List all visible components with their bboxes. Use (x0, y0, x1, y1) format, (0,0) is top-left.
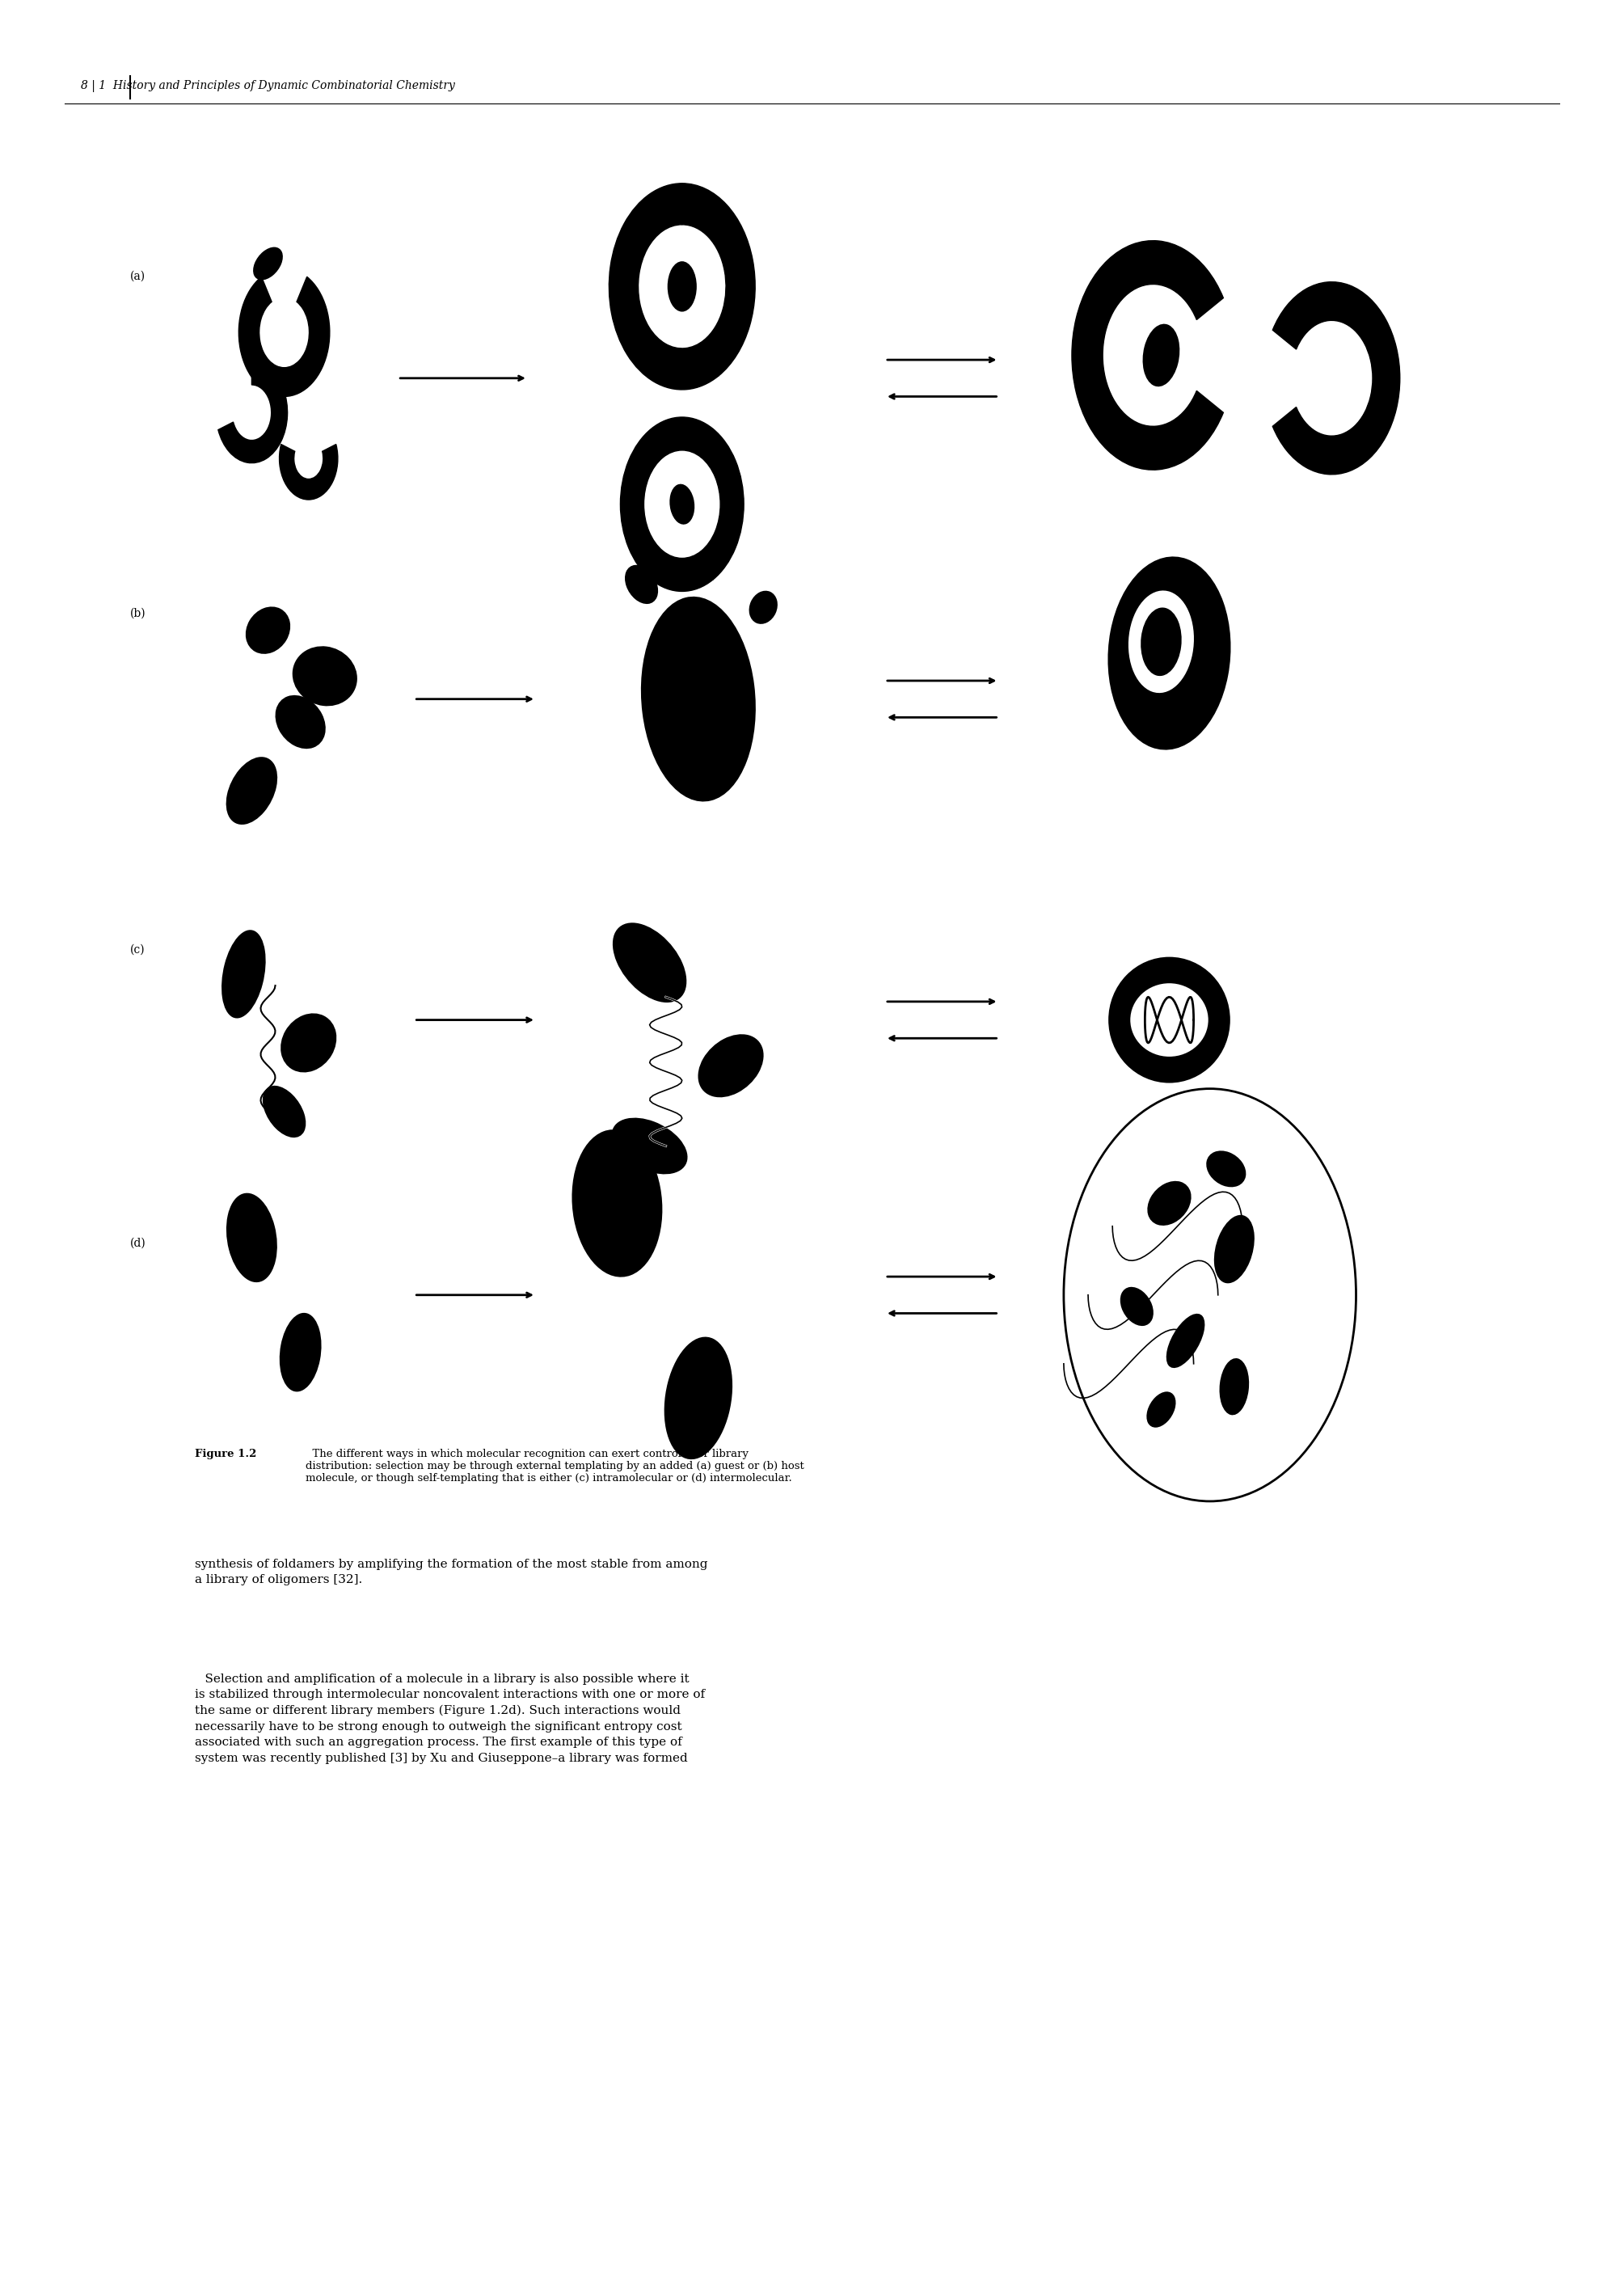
Text: (b): (b) (130, 607, 146, 619)
Text: (c): (c) (130, 944, 145, 956)
Wedge shape (609, 183, 718, 390)
Wedge shape (279, 445, 338, 500)
Ellipse shape (1130, 983, 1208, 1057)
Ellipse shape (276, 694, 325, 749)
Ellipse shape (1220, 1359, 1249, 1414)
Ellipse shape (669, 484, 695, 525)
Ellipse shape (1207, 1151, 1246, 1187)
Ellipse shape (1166, 1313, 1205, 1368)
Ellipse shape (263, 1086, 305, 1137)
Ellipse shape (1143, 323, 1179, 387)
Ellipse shape (664, 1336, 732, 1460)
Ellipse shape (667, 261, 697, 312)
Ellipse shape (221, 931, 266, 1018)
Wedge shape (1072, 241, 1223, 470)
Text: synthesis of foldamers by amplifying the formation of the most stable from among: synthesis of foldamers by amplifying the… (195, 1559, 708, 1586)
Ellipse shape (625, 564, 658, 605)
Ellipse shape (612, 924, 687, 1002)
Ellipse shape (226, 756, 278, 825)
Ellipse shape (245, 607, 291, 653)
Wedge shape (1273, 282, 1400, 474)
Wedge shape (218, 362, 287, 463)
Ellipse shape (698, 1034, 763, 1098)
Wedge shape (239, 277, 330, 397)
Wedge shape (682, 183, 755, 376)
Ellipse shape (1215, 1215, 1254, 1284)
Text: Selection and amplification of a molecule in a library is also possible where it: Selection and amplification of a molecul… (195, 1673, 705, 1765)
Wedge shape (620, 417, 713, 591)
Ellipse shape (1147, 1180, 1192, 1226)
Ellipse shape (1121, 1286, 1153, 1327)
Wedge shape (702, 429, 744, 580)
Ellipse shape (253, 248, 283, 280)
Ellipse shape (1138, 603, 1184, 681)
Ellipse shape (612, 1118, 687, 1174)
Ellipse shape (1108, 958, 1231, 1084)
Text: (d): (d) (130, 1238, 146, 1249)
Ellipse shape (1108, 557, 1231, 749)
Text: Figure 1.2: Figure 1.2 (195, 1449, 257, 1460)
Text: The different ways in which molecular recognition can exert control over library: The different ways in which molecular re… (305, 1449, 804, 1483)
Text: 8 | 1  History and Principles of Dynamic Combinatorial Chemistry: 8 | 1 History and Principles of Dynamic … (81, 80, 455, 92)
Ellipse shape (749, 591, 778, 623)
Text: (a): (a) (130, 270, 146, 282)
Ellipse shape (1129, 591, 1194, 692)
Ellipse shape (1143, 612, 1179, 672)
Ellipse shape (1147, 1391, 1176, 1428)
Ellipse shape (1140, 607, 1182, 676)
Ellipse shape (279, 1313, 322, 1391)
Ellipse shape (281, 1013, 336, 1073)
Ellipse shape (226, 1194, 278, 1281)
Circle shape (1064, 1089, 1356, 1501)
Ellipse shape (641, 596, 755, 802)
Ellipse shape (292, 646, 357, 706)
Ellipse shape (572, 1130, 663, 1277)
